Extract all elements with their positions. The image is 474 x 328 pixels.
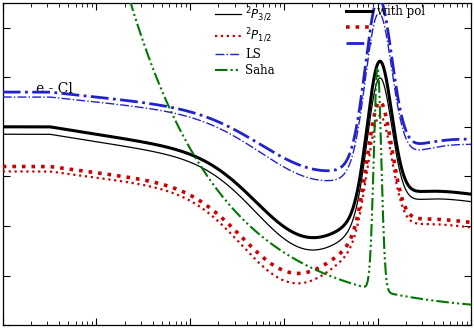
Legend: with pol, , , : with pol, , ,: [346, 6, 425, 66]
Text: e - Cl: e - Cl: [36, 82, 73, 96]
